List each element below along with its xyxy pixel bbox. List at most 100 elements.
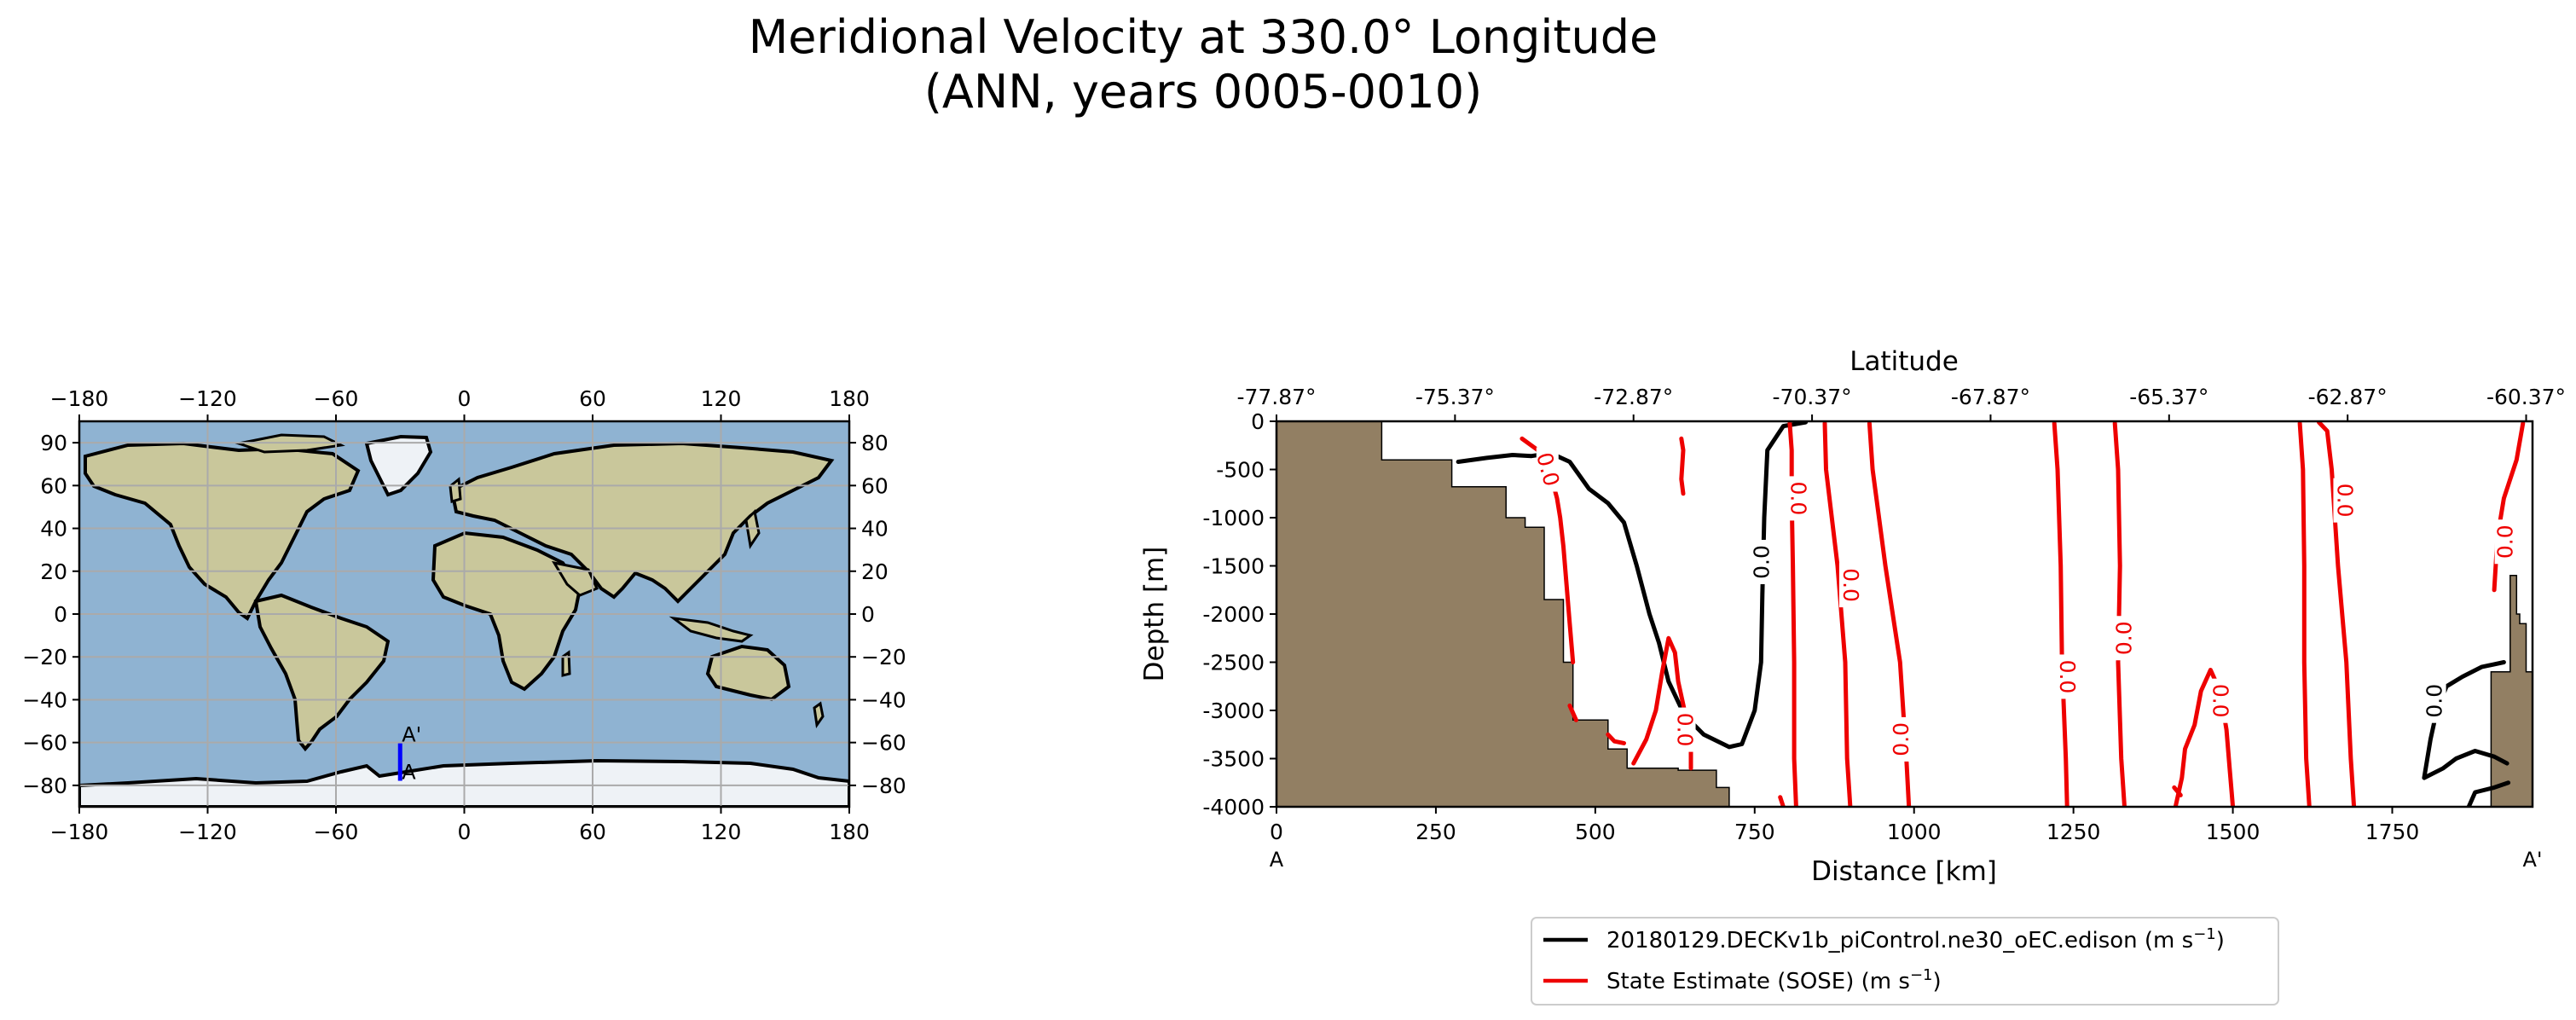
contour-label-gap: [2208, 678, 2232, 723]
section-start-label: A: [1270, 848, 1284, 872]
sose-contour: [2052, 421, 2069, 807]
legend: 20180129.DECKv1b_piControl.ne30_oEC.edis…: [1531, 917, 2279, 1006]
sose-contour: [2172, 785, 2183, 797]
map-lon-tick-label-bottom: 0: [458, 820, 472, 844]
map-lon-tick-label-top: 60: [579, 386, 606, 411]
x-tick-label: 750: [1734, 820, 1775, 844]
madagascar: [561, 650, 571, 677]
section-panel: 0.00.00.00.00.00.00.00.00.00.00.00.0 0 25…: [1139, 346, 2566, 887]
contour-label-gap: [1838, 563, 1861, 608]
contour-label: 0.0: [2055, 660, 2080, 694]
top-tick-label: -70.37°: [1773, 385, 1852, 409]
contour-label-gap: [2423, 678, 2446, 723]
title-line-1: Meridional Velocity at 330.0° Longitude: [749, 10, 1658, 64]
contour-label-gap: [2333, 478, 2356, 523]
sose-contour: [1567, 703, 1578, 722]
top-axis-label: Latitude: [1850, 346, 1959, 377]
y-tick-label: -4000: [1202, 795, 1265, 820]
map-lat-tick-label-right: −60: [861, 731, 906, 756]
legend-label-sose: State Estimate (SOSE) (m s−1): [1606, 966, 1942, 994]
map-lon-tick-label-top: 120: [701, 386, 742, 411]
map-lon-tick-label-bottom: −180: [50, 820, 109, 844]
sose-contour: [1822, 421, 1853, 807]
y-tick-label: -2500: [1202, 651, 1265, 675]
section-end-label: A': [2522, 848, 2542, 872]
map-lat-tick-label-right: 80: [861, 431, 889, 455]
map-lat-tick-label-right: 0: [861, 602, 875, 627]
sose-contour: [1787, 421, 1798, 807]
y-tick-label: -3000: [1202, 698, 1265, 723]
y-tick-label: -1000: [1202, 506, 1265, 530]
contour-label-gap: [2113, 616, 2136, 661]
y-axis-label: Depth [m]: [1139, 547, 1170, 682]
x-tick-label: 250: [1415, 820, 1456, 844]
section-axes: 0 250 500 750 1000 1250 1500 1750 0 -500 -1000 -150…: [1202, 385, 2566, 844]
map-lat-tick-label-right: 40: [861, 517, 889, 542]
x-tick-label: 1250: [2046, 820, 2101, 844]
y-tick-label: -1500: [1202, 554, 1265, 579]
map-lon-tick-label-top: −180: [50, 386, 109, 411]
contour-label-gap: [1890, 716, 1913, 762]
top-tick-label: -77.87°: [1236, 385, 1316, 409]
new-zealand: [813, 701, 825, 728]
contour-label: 0.0: [2111, 621, 2136, 655]
contour-label: 0.0: [2332, 484, 2357, 518]
contour-label: 0.0: [1786, 482, 1811, 516]
map-lat-tick-label-right: −80: [861, 774, 906, 798]
sose-contour: [1679, 436, 1686, 496]
contour-label: 0.0: [1838, 568, 1863, 602]
map-lat-tick-label-left: −80: [22, 774, 67, 798]
y-tick-label: 0: [1251, 409, 1265, 434]
map-lat-tick-label-right: 60: [861, 473, 889, 498]
contour-label-gap: [1751, 539, 1774, 584]
bathymetry-right: [2490, 575, 2533, 807]
top-tick-label: -60.37°: [2486, 385, 2566, 409]
map-lon-tick-label-bottom: 60: [579, 820, 606, 844]
map-lat-tick-label-left: −40: [22, 687, 67, 712]
top-tick-label: -75.37°: [1415, 385, 1495, 409]
sose-contour: [2112, 421, 2127, 807]
top-tick-label: -72.87°: [1594, 385, 1673, 409]
map-lon-tick-label-bottom: 180: [829, 820, 870, 844]
transect-end-label: A': [402, 723, 421, 747]
sose-contour: [2173, 668, 2236, 807]
contour-label: 0.0: [2208, 684, 2233, 718]
contour-label: 0.0: [1889, 722, 1913, 756]
contour-label-gap: [2494, 519, 2517, 565]
map-lat-tick-label-left: −60: [22, 731, 67, 756]
contour-label-gap: [2056, 654, 2079, 699]
map-lat-tick-label-right: 20: [861, 559, 889, 584]
contour-label: 0.0: [1750, 545, 1774, 579]
indonesia: [669, 616, 754, 643]
map-lon-tick-label-top: −120: [178, 386, 237, 411]
sose-contour: [2317, 421, 2357, 807]
map-lat-tick-label-left: 90: [40, 431, 67, 455]
map-lat-tick-label-left: 60: [40, 473, 67, 498]
x-tick-label: 1500: [2206, 820, 2261, 844]
map-lon-tick-label-top: −60: [314, 386, 359, 411]
y-tick-label: -2000: [1202, 602, 1265, 627]
greenland-ice: [364, 434, 433, 497]
map-lon-tick-label-top: 0: [458, 386, 472, 411]
sose-contour: [2297, 421, 2312, 807]
map-lat-tick-label-left: 20: [40, 559, 67, 584]
map-lat-tick-label-left: 40: [40, 517, 67, 542]
sose-contour: [1606, 732, 1626, 745]
map-gridlines: [79, 421, 849, 807]
x-tick-label: 0: [1270, 820, 1283, 844]
contour-label-gap: [1786, 476, 1809, 521]
x-tick-label: 500: [1575, 820, 1616, 844]
contour-label: 0.0: [2423, 684, 2447, 718]
map-lat-tick-label-right: −20: [861, 645, 906, 669]
transect-start-label: A: [402, 761, 416, 785]
map-lat-tick-label-right: −40: [861, 687, 906, 712]
map-lon-tick-label-top: 180: [829, 386, 870, 411]
x-axis-label: Distance [km]: [1811, 856, 1997, 887]
y-tick-label: -500: [1216, 458, 1265, 483]
sose-contour: [1867, 421, 1912, 807]
legend-box: [1531, 917, 2279, 1006]
model-contour: [2422, 660, 2509, 780]
contour-labels: 0.00.00.00.00.00.00.00.00.00.00.00.0: [1531, 447, 2518, 762]
map-lon-tick-label-bottom: −120: [178, 820, 237, 844]
title-line-2: (ANN, years 0005-0010): [924, 65, 1482, 119]
